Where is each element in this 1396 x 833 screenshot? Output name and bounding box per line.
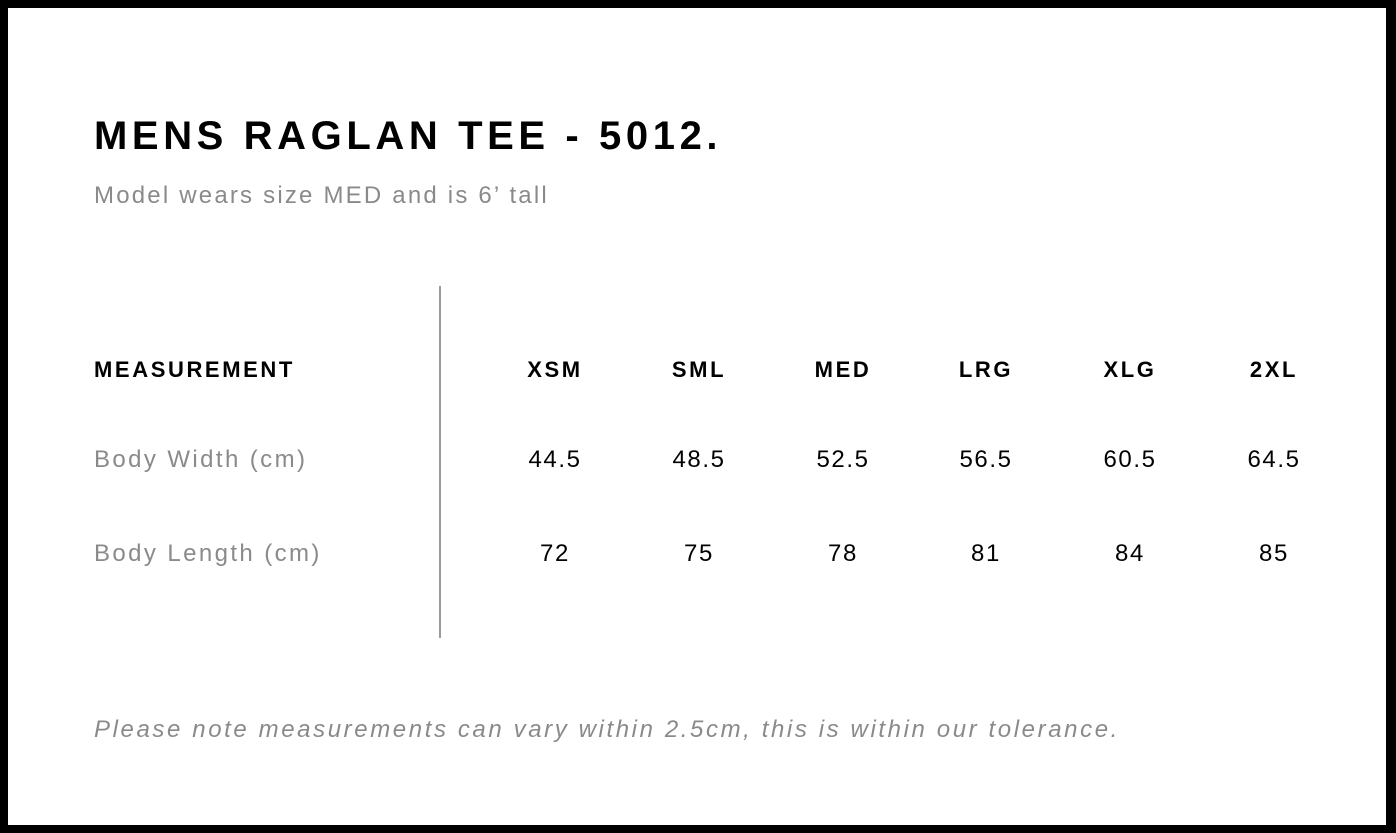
body-length-cell: 85 (1259, 540, 1289, 567)
row-label-body-width: Body Width (cm) (94, 446, 308, 473)
body-length-cell: 81 (971, 540, 1001, 567)
subtitle: Model wears size MED and is 6’ tall (94, 182, 549, 209)
body-width-cell: 52.5 (816, 446, 870, 473)
size-chart-card: MENS RAGLAN TEE - 5012. Model wears size… (8, 8, 1386, 825)
body-width-cell: 64.5 (1247, 446, 1301, 473)
body-width-cell: 44.5 (528, 446, 582, 473)
size-header: MED (814, 357, 872, 382)
row-label-body-length: Body Length (cm) (94, 540, 322, 567)
size-header: SML (671, 357, 727, 382)
body-width-cell: 48.5 (672, 446, 726, 473)
size-header: XLG (1103, 357, 1157, 382)
page-title: MENS RAGLAN TEE - 5012. (94, 114, 723, 158)
size-header: XSM (527, 357, 583, 382)
body-width-cell: 56.5 (959, 446, 1013, 473)
body-width-cell: 60.5 (1103, 446, 1157, 473)
size-header: LRG (958, 357, 1014, 382)
body-length-cell: 78 (828, 540, 858, 567)
size-header: 2XL (1249, 357, 1299, 382)
body-length-cell: 75 (684, 540, 714, 567)
column-divider (439, 286, 441, 638)
measurement-header: MEASUREMENT (94, 357, 295, 382)
body-length-cell: 84 (1115, 540, 1145, 567)
tolerance-note: Please note measurements can vary within… (94, 716, 1120, 743)
body-length-cell: 72 (540, 540, 570, 567)
